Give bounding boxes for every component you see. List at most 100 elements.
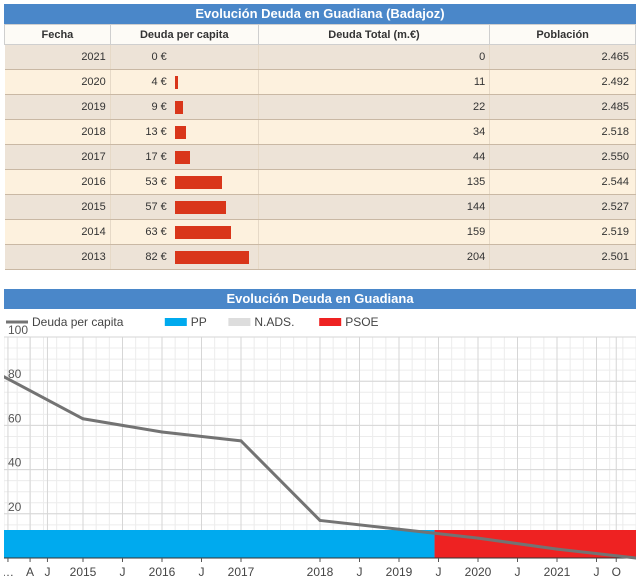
legend-label: PSOE xyxy=(345,315,378,329)
x-tick-label: J xyxy=(594,565,600,579)
cell-population: 2.519 xyxy=(489,219,636,245)
cell-per-capita: 13 € xyxy=(110,119,259,145)
cell-year: 2020 xyxy=(4,69,111,95)
cell-year: 2013 xyxy=(4,244,111,270)
cell-total: 135 xyxy=(258,169,491,195)
y-tick-label: 40 xyxy=(8,456,22,470)
cell-total: 144 xyxy=(258,194,491,220)
x-tick-label: 2016 xyxy=(149,565,176,579)
x-tick-label: O xyxy=(612,565,621,579)
per-capita-value: 63 € xyxy=(145,226,167,238)
debt-chart: 20406080100…AJ2015J2016J20172018J2019J20… xyxy=(4,309,636,583)
per-capita-value: 9 € xyxy=(151,101,167,113)
cell-population: 2.492 xyxy=(489,69,636,95)
cell-per-capita: 17 € xyxy=(110,144,259,170)
per-capita-bar xyxy=(174,225,232,239)
x-tick-label: 2020 xyxy=(465,565,492,579)
per-capita-value: 17 € xyxy=(145,151,167,163)
legend-label: PP xyxy=(191,315,207,329)
cell-population: 2.550 xyxy=(489,144,636,170)
y-tick-label: 80 xyxy=(8,367,22,381)
series-point xyxy=(239,439,243,443)
x-tick-label: … xyxy=(4,565,14,579)
header-poblacion: Población xyxy=(489,24,636,45)
x-tick-label: 2021 xyxy=(544,565,571,579)
y-tick-label: 60 xyxy=(8,411,22,425)
header-fecha: Fecha xyxy=(4,24,111,45)
series-point xyxy=(4,375,6,379)
cell-total: 22 xyxy=(258,94,491,120)
debt-table: Fecha Deuda per capita Deuda Total (m.€)… xyxy=(4,24,636,270)
table-row: 2015 57 € 144 2.527 xyxy=(4,194,636,220)
cell-year: 2018 xyxy=(4,119,111,145)
cell-population: 2.485 xyxy=(489,94,636,120)
header-deuda-per-capita: Deuda per capita xyxy=(109,24,259,45)
cell-total: 0 xyxy=(258,44,491,70)
chart-title: Evolución Deuda en Guadiana xyxy=(4,289,636,309)
per-capita-value: 4 € xyxy=(151,76,167,88)
legend-swatch-box xyxy=(319,318,342,326)
series-point xyxy=(81,417,85,421)
series-point xyxy=(318,518,322,522)
cell-per-capita: 4 € xyxy=(110,69,259,95)
series-point xyxy=(476,536,480,540)
y-tick-label: 20 xyxy=(8,500,22,514)
x-tick-label: 2018 xyxy=(307,565,334,579)
legend-swatch-box xyxy=(228,318,251,326)
cell-year: 2016 xyxy=(4,169,111,195)
table-row: 2018 13 € 34 2.518 xyxy=(4,119,636,145)
per-capita-bar xyxy=(174,250,249,264)
x-tick-label: J xyxy=(120,565,126,579)
x-tick-label: J xyxy=(436,565,442,579)
cell-total: 44 xyxy=(258,144,491,170)
table-row: 2016 53 € 135 2.544 xyxy=(4,169,636,195)
y-tick-label: 100 xyxy=(8,323,28,337)
x-tick-label: J xyxy=(44,565,50,579)
cell-per-capita: 82 € xyxy=(110,244,259,270)
series-point xyxy=(160,430,164,434)
series-point xyxy=(555,547,559,551)
table-row: 2020 4 € 11 2.492 xyxy=(4,69,636,95)
x-tick-label: 2017 xyxy=(228,565,255,579)
cell-year: 2014 xyxy=(4,219,111,245)
x-tick-label: J xyxy=(199,565,205,579)
x-tick-label: J xyxy=(515,565,521,579)
per-capita-bar xyxy=(174,125,187,139)
per-capita-value: 13 € xyxy=(145,126,167,138)
x-tick-label: A xyxy=(26,565,34,579)
table-row: 2017 17 € 44 2.550 xyxy=(4,144,636,170)
cell-year: 2015 xyxy=(4,194,111,220)
party-band-pp xyxy=(4,530,443,558)
x-tick-label: 2015 xyxy=(70,565,97,579)
table-title: Evolución Deuda en Guadiana (Badajoz) xyxy=(4,4,636,24)
legend-swatch-box xyxy=(164,318,187,326)
per-capita-bar xyxy=(174,175,223,189)
series-point xyxy=(634,556,636,560)
cell-population: 2.501 xyxy=(489,244,636,270)
per-capita-value: 53 € xyxy=(145,176,167,188)
table-header-row: Fecha Deuda per capita Deuda Total (m.€)… xyxy=(4,24,636,45)
table-row: 2021 0 € 0 2.465 xyxy=(4,44,636,70)
table-row: 2013 82 € 204 2.501 xyxy=(4,244,636,270)
cell-total: 204 xyxy=(258,244,491,270)
per-capita-bar xyxy=(174,150,191,164)
per-capita-value: 0 € xyxy=(151,51,167,63)
x-tick-label: J xyxy=(357,565,363,579)
cell-per-capita: 9 € xyxy=(110,94,259,120)
per-capita-value: 57 € xyxy=(145,201,167,213)
cell-per-capita: 57 € xyxy=(110,194,259,220)
legend-label: N.ADS. xyxy=(254,315,294,329)
cell-total: 34 xyxy=(258,119,491,145)
x-tick-label: 2019 xyxy=(386,565,413,579)
per-capita-value: 82 € xyxy=(145,251,167,263)
cell-population: 2.527 xyxy=(489,194,636,220)
cell-population: 2.544 xyxy=(489,169,636,195)
header-deuda-total: Deuda Total (m.€) xyxy=(257,24,491,45)
per-capita-bar xyxy=(174,200,227,214)
per-capita-bar xyxy=(174,100,183,114)
legend-label: Deuda per capita xyxy=(32,315,124,329)
series-point xyxy=(397,527,401,531)
table-row: 2019 9 € 22 2.485 xyxy=(4,94,636,120)
table-row: 2014 63 € 159 2.519 xyxy=(4,219,636,245)
cell-per-capita: 63 € xyxy=(110,219,259,245)
